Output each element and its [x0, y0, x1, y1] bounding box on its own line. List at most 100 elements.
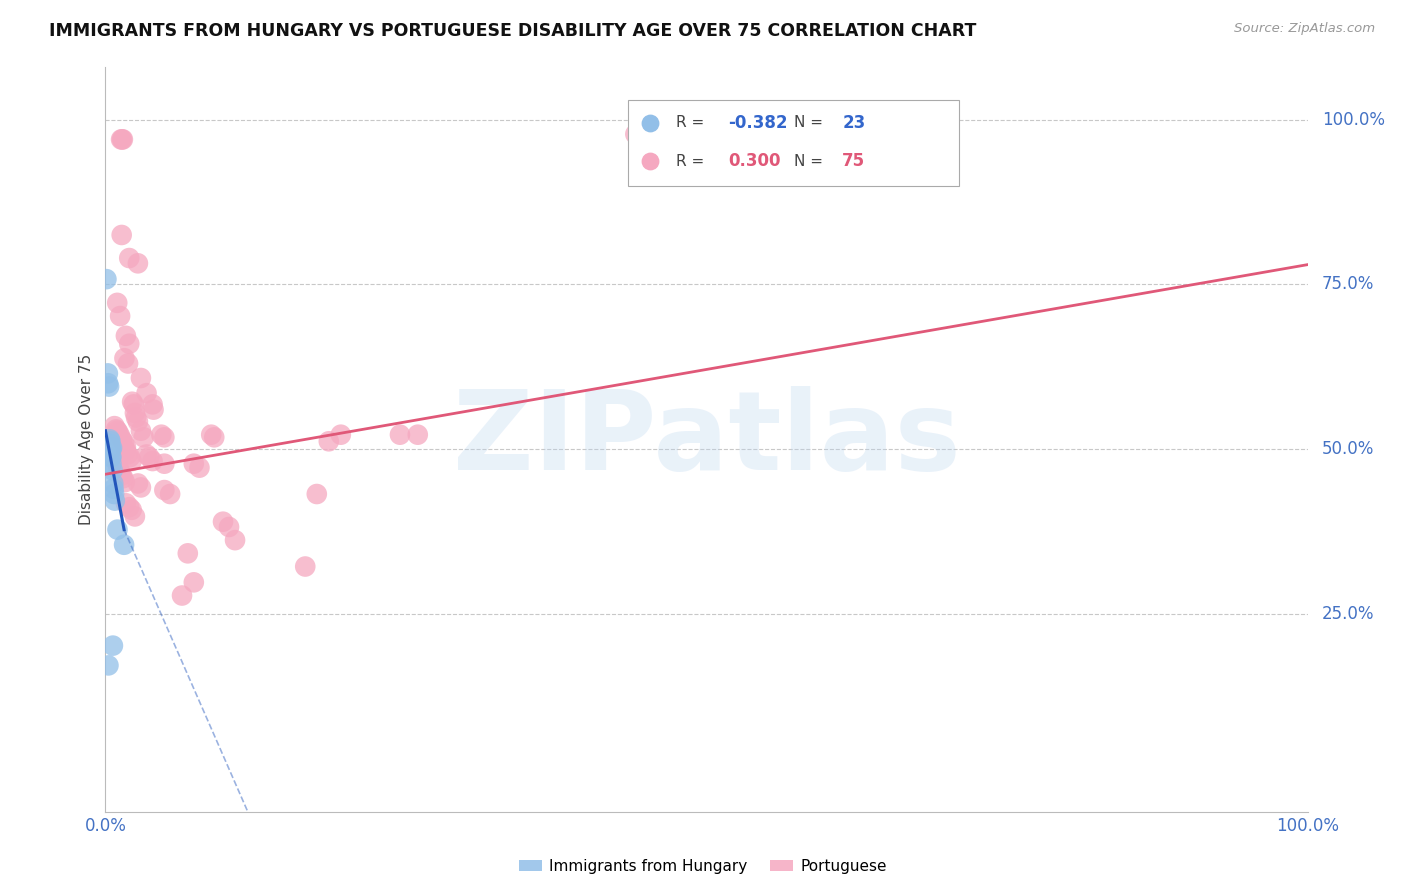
Point — [97, 376, 120, 391]
Point — [177, 546, 200, 560]
Point — [624, 127, 647, 141]
Point — [114, 475, 136, 490]
Point — [142, 402, 165, 417]
Point — [108, 429, 131, 443]
Point — [108, 309, 131, 323]
Point — [200, 427, 222, 442]
Text: 0.300: 0.300 — [728, 153, 780, 170]
Point — [142, 397, 165, 411]
Point — [105, 424, 128, 438]
Text: 23: 23 — [842, 114, 866, 132]
Point — [100, 450, 122, 464]
Point — [129, 371, 152, 385]
Text: 100.0%: 100.0% — [1322, 111, 1385, 128]
Text: N =: N = — [794, 154, 828, 169]
Point — [108, 465, 131, 479]
Point — [100, 442, 122, 457]
Point — [100, 442, 122, 457]
Point — [135, 447, 157, 461]
Point — [129, 424, 152, 438]
Point — [153, 430, 176, 444]
Point — [121, 503, 143, 517]
Point — [202, 430, 225, 444]
Point — [107, 462, 129, 476]
Legend: Immigrants from Hungary, Portuguese: Immigrants from Hungary, Portuguese — [513, 853, 893, 880]
Point — [115, 443, 138, 458]
Point — [105, 422, 128, 436]
Y-axis label: Disability Age Over 75: Disability Age Over 75 — [79, 354, 94, 524]
Point — [118, 251, 141, 265]
Point — [183, 457, 205, 471]
Point — [135, 386, 157, 401]
Point — [104, 493, 127, 508]
Point — [107, 523, 129, 537]
Point — [111, 468, 134, 483]
Point — [294, 559, 316, 574]
Point — [97, 658, 120, 673]
Point — [110, 132, 132, 146]
Point — [101, 463, 124, 477]
Point — [100, 434, 122, 449]
Point — [103, 487, 125, 501]
Point — [138, 450, 160, 464]
Point — [388, 427, 411, 442]
Point — [124, 406, 146, 420]
Point — [115, 440, 138, 454]
Point — [118, 336, 141, 351]
Point — [101, 639, 124, 653]
Point — [129, 480, 152, 494]
Text: -0.382: -0.382 — [728, 114, 787, 132]
Point — [115, 328, 138, 343]
Point — [100, 457, 122, 471]
Text: 50.0%: 50.0% — [1322, 440, 1375, 458]
Text: IMMIGRANTS FROM HUNGARY VS PORTUGUESE DISABILITY AGE OVER 75 CORRELATION CHART: IMMIGRANTS FROM HUNGARY VS PORTUGUESE DI… — [49, 22, 977, 40]
Point — [101, 441, 124, 455]
Point — [103, 476, 125, 491]
Point — [111, 132, 134, 146]
Point — [224, 533, 246, 548]
Text: ZIPatlas: ZIPatlas — [453, 386, 960, 492]
Point — [406, 427, 429, 442]
Point — [98, 379, 121, 393]
Point — [103, 482, 125, 496]
Point — [111, 132, 134, 146]
Point — [121, 454, 143, 468]
Point — [121, 394, 143, 409]
Text: R =: R = — [676, 154, 710, 169]
Point — [112, 435, 135, 450]
Point — [153, 483, 176, 497]
Point — [218, 520, 240, 534]
Point — [132, 430, 155, 444]
Point — [329, 427, 352, 442]
FancyBboxPatch shape — [628, 101, 959, 186]
Point — [120, 450, 142, 464]
Point — [98, 437, 121, 451]
Text: 25.0%: 25.0% — [1322, 605, 1375, 623]
Text: N =: N = — [794, 115, 828, 130]
Point — [212, 515, 235, 529]
Point — [105, 296, 128, 310]
Point — [97, 367, 120, 381]
Point — [117, 357, 139, 371]
Text: 75: 75 — [842, 153, 866, 170]
Point — [105, 457, 128, 471]
Text: R =: R = — [676, 115, 710, 130]
Point — [114, 351, 136, 366]
Point — [153, 457, 176, 471]
Point — [638, 196, 661, 211]
Point — [170, 589, 193, 603]
Point — [127, 476, 149, 491]
Point — [111, 227, 134, 242]
Point — [100, 450, 122, 464]
Text: 75.0%: 75.0% — [1322, 276, 1375, 293]
Point — [318, 434, 340, 449]
Point — [142, 454, 165, 468]
Point — [183, 575, 205, 590]
Point — [112, 538, 135, 552]
Point — [127, 256, 149, 270]
Point — [159, 487, 181, 501]
Point — [124, 509, 146, 524]
Point — [103, 419, 125, 434]
Point — [96, 272, 118, 286]
Point — [98, 433, 121, 447]
